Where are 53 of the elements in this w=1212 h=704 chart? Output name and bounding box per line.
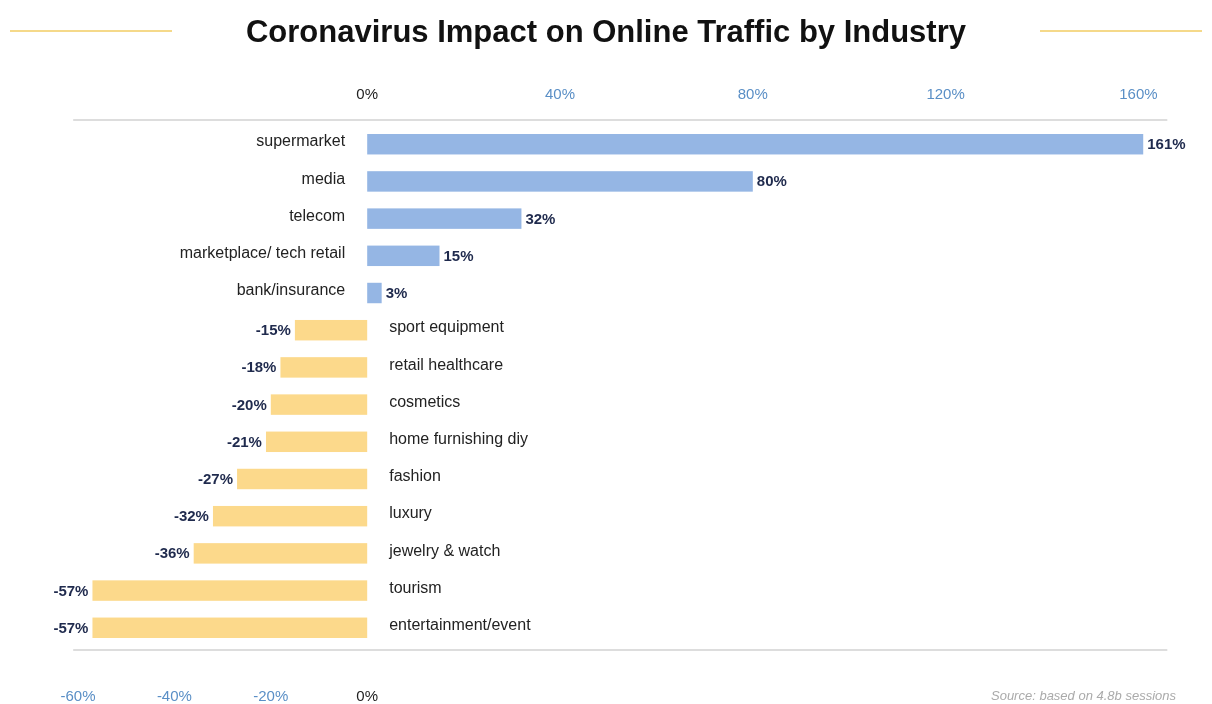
bar [193, 543, 368, 564]
data-label: -27% [198, 469, 234, 487]
y-tick-label: sport equipment [389, 318, 505, 336]
data-label: -57% [53, 618, 89, 636]
data-label: -21% [226, 432, 262, 450]
y-tick-label: home furnishing diy [389, 430, 528, 448]
chart-title: Coronavirus Impact on Online Traffic by Industry [245, 14, 967, 49]
data-label: -20% [231, 395, 267, 413]
y-tick-label: marketplace/ tech retail [179, 244, 346, 262]
bar [367, 134, 1144, 155]
bar [237, 468, 368, 490]
x-tick-label: -60% [60, 687, 96, 704]
x2-tick-label: 120% [926, 85, 965, 102]
y-tick-label: retail healthcare [389, 355, 504, 373]
data-label: -18% [241, 358, 277, 376]
x-tick-label: -40% [156, 687, 192, 704]
x2-tick-label: 160% [1119, 85, 1158, 102]
data-label: 80% [756, 172, 787, 190]
y-tick-label: media [301, 169, 346, 187]
data-label: 32% [525, 209, 556, 227]
y-tick-label: luxury [389, 504, 432, 522]
bar [367, 282, 382, 304]
data-label: -36% [154, 544, 190, 562]
data-label: 161% [1147, 135, 1186, 153]
x2-tick-label: 0% [356, 85, 379, 102]
x-tick-label: 0% [356, 687, 379, 704]
bar [92, 617, 368, 638]
bar [367, 245, 440, 267]
data-label: -15% [255, 321, 291, 339]
y-tick-label: entertainment/event [389, 615, 532, 634]
x-tick-label: -20% [253, 687, 289, 704]
y-tick-label: tourism [389, 578, 442, 596]
data-label: -57% [53, 581, 89, 599]
data-label: 3% [385, 283, 408, 301]
y-tick-label: supermarket [256, 132, 346, 150]
bar [367, 208, 522, 229]
source-note: Source: based on 4.8b sessions [990, 688, 1177, 703]
bar [367, 171, 753, 192]
y-tick-label: jewelry & watch [388, 541, 501, 559]
bar [212, 505, 368, 527]
y-tick-label: fashion [389, 467, 441, 485]
y-tick-label: bank/insurance [236, 281, 346, 299]
bar [280, 357, 368, 378]
data-label: -32% [173, 507, 209, 525]
x2-tick-label: 80% [737, 85, 768, 102]
x2-tick-label: 40% [544, 85, 576, 102]
bar [92, 580, 368, 601]
data-label: 15% [443, 246, 474, 264]
bar [270, 394, 368, 415]
bar [294, 319, 368, 341]
y-tick-label: cosmetics [389, 392, 461, 410]
y-tick-label: telecom [289, 206, 346, 224]
bar [265, 431, 368, 453]
